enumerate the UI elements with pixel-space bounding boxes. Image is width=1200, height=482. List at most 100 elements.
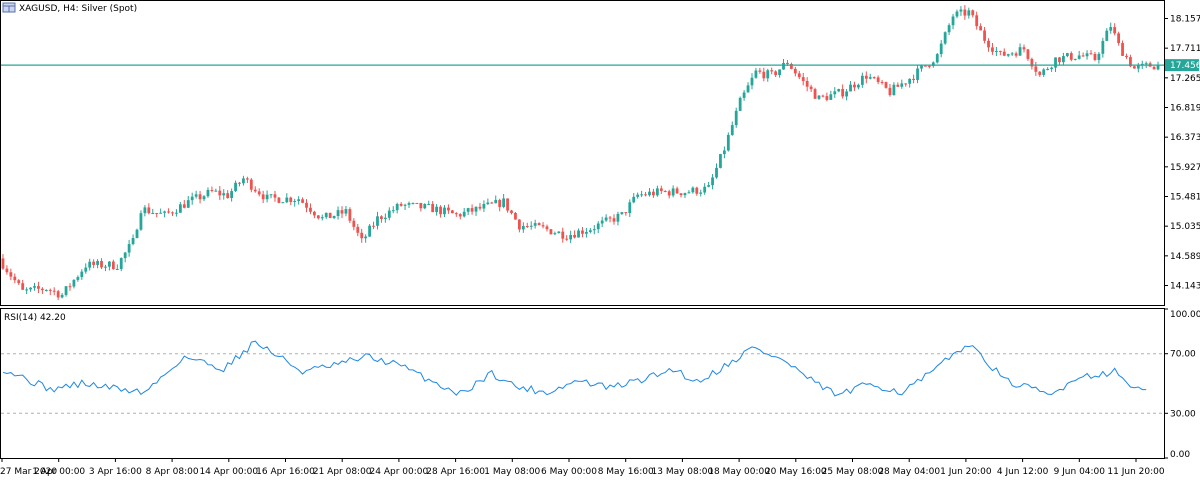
candle: [793, 66, 797, 77]
candle: [447, 204, 450, 214]
rsi-tick-label: 100.00: [1170, 310, 1200, 320]
candle: [1121, 40, 1124, 56]
candle: [431, 201, 435, 213]
candle: [427, 200, 431, 205]
candle: [746, 82, 750, 93]
candle: [454, 212, 458, 217]
candle: [577, 228, 580, 238]
candle: [1030, 57, 1034, 70]
time-tick-label: 13 May 08:00: [652, 467, 714, 477]
candle: [809, 84, 813, 93]
candle: [758, 67, 762, 74]
candle: [1081, 52, 1085, 57]
candle: [1073, 58, 1077, 61]
candle: [218, 186, 222, 200]
candlestick-series: [1, 5, 1160, 301]
candle: [348, 207, 352, 224]
candle: [624, 212, 628, 216]
candle: [344, 205, 348, 217]
candle: [261, 190, 265, 204]
candle: [510, 209, 513, 215]
candle: [419, 202, 423, 212]
candle: [541, 222, 545, 229]
candle: [537, 222, 541, 226]
time-tick-label: 28 Apr 16:00: [426, 467, 485, 477]
candle: [226, 190, 230, 199]
candle: [632, 193, 636, 204]
candle: [1050, 66, 1053, 72]
candle: [699, 189, 703, 197]
candle: [245, 176, 249, 184]
candle: [655, 185, 659, 197]
candle: [983, 26, 986, 44]
candle: [21, 279, 25, 291]
candle: [667, 189, 671, 199]
candle: [557, 231, 561, 234]
candle: [912, 74, 916, 84]
candle: [60, 292, 64, 299]
candle: [470, 204, 474, 215]
candle: [644, 192, 647, 197]
candle: [679, 193, 683, 198]
price-tick-label: 16.819: [1170, 103, 1200, 113]
candle: [561, 227, 565, 243]
time-tick-label: 3 Apr 16:00: [89, 467, 142, 477]
candle: [652, 188, 655, 198]
candle: [636, 192, 640, 199]
candle: [703, 183, 707, 195]
candle: [762, 67, 766, 82]
candle: [64, 285, 68, 297]
candle: [376, 211, 379, 230]
current-price-badge: [1165, 59, 1199, 72]
candle: [900, 79, 904, 89]
candle: [797, 70, 801, 80]
time-tick-label: 20 May 16:00: [765, 467, 827, 477]
candle: [750, 73, 754, 90]
candle: [336, 206, 340, 220]
candle: [281, 201, 285, 204]
candle: [959, 6, 963, 16]
candle: [249, 178, 253, 193]
candle: [474, 206, 478, 216]
candle: [935, 52, 939, 64]
candle: [320, 214, 324, 221]
candle: [943, 31, 947, 45]
candle: [313, 210, 316, 219]
candle: [845, 89, 848, 101]
candle: [222, 189, 226, 200]
candle: [383, 213, 387, 223]
candle: [868, 73, 872, 80]
candle: [1136, 62, 1140, 73]
candle: [620, 211, 624, 215]
candle: [817, 95, 821, 100]
candle: [316, 215, 320, 220]
candle: [711, 174, 714, 190]
time-tick-label: 8 Apr 08:00: [146, 467, 199, 477]
candle: [648, 188, 651, 197]
candle: [1097, 51, 1101, 64]
candle: [671, 185, 675, 198]
candle: [324, 212, 328, 220]
candle: [778, 69, 781, 78]
candle: [309, 203, 312, 215]
price-tick-label: 14.589: [1170, 252, 1200, 262]
candle: [478, 202, 482, 211]
candle: [1065, 52, 1069, 58]
candle: [533, 219, 537, 229]
candle: [904, 83, 908, 87]
candle: [328, 212, 332, 219]
candle: [450, 209, 454, 214]
candle: [443, 205, 446, 217]
candle: [569, 230, 573, 244]
candle: [892, 82, 896, 96]
candle: [1034, 61, 1038, 76]
candle: [924, 65, 927, 67]
candle: [1156, 61, 1160, 71]
price-tick-label: 15.481: [1170, 193, 1200, 203]
candle: [96, 259, 99, 269]
time-tick-label: 18 May 00:00: [708, 467, 770, 477]
candle: [971, 9, 975, 18]
candle: [273, 190, 277, 202]
